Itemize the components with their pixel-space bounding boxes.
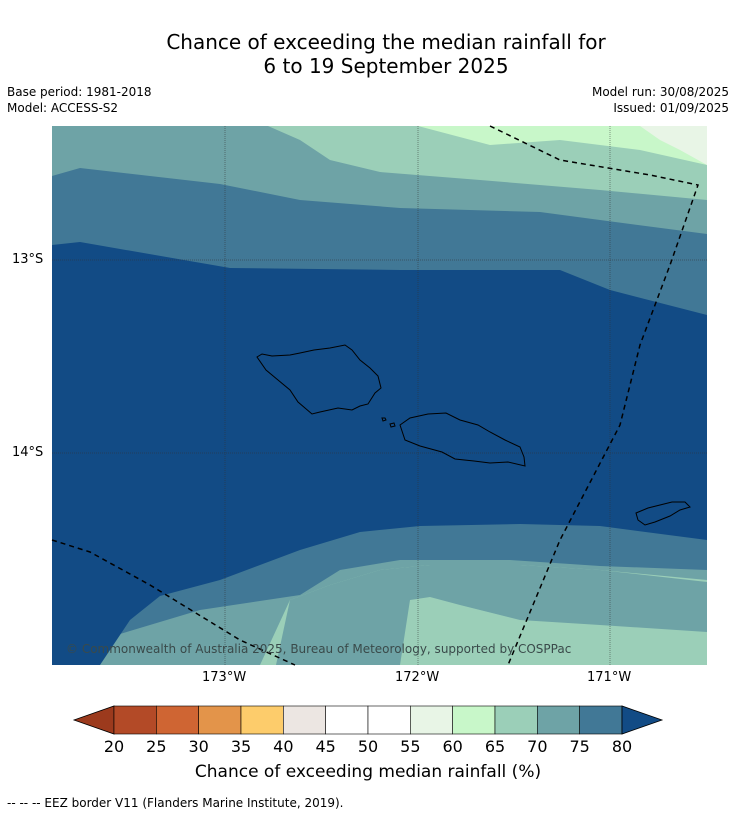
colorbar-tick-label: 70 — [527, 737, 548, 756]
meta-right: Model run: 30/08/2025 Issued: 01/09/2025 — [592, 84, 729, 116]
issued-date: Issued: 01/09/2025 — [613, 101, 729, 115]
meta-left: Base period: 1981-2018 Model: ACCESS-S2 — [7, 84, 152, 116]
island-manono — [381, 417, 387, 422]
colorbar-tick-label: 55 — [400, 737, 421, 756]
colorbar-tick-label: 40 — [273, 737, 294, 756]
title-line-1: Chance of exceeding the median rainfall … — [166, 30, 606, 54]
colorbar-tick-label: 30 — [188, 737, 209, 756]
colorbar-tick-label: 45 — [315, 737, 336, 756]
copyright-notice: © Commonwealth of Australia 2025, Bureau… — [66, 642, 572, 656]
island-upolu — [399, 412, 526, 467]
title-line-2: 6 to 19 September 2025 — [263, 54, 509, 78]
colorbar-tick-label: 80 — [611, 737, 633, 756]
colorbar-tick-label: 25 — [146, 737, 167, 756]
colorbar-tick-label: 20 — [103, 737, 125, 756]
lat-label-14s: 14°S — [12, 445, 44, 460]
colorbar-swatch — [156, 705, 199, 735]
colorbar-swatch — [579, 705, 623, 735]
colorbar-swatch — [325, 705, 369, 735]
colorbar-tick-label: 35 — [230, 737, 252, 756]
colorbar-under-arrow — [72, 705, 115, 735]
colorbar-tick-label: 60 — [442, 737, 463, 756]
lon-label-172w: 172°W — [395, 670, 440, 685]
contour-80-core — [52, 242, 707, 665]
island-savaii — [256, 344, 382, 415]
islands — [256, 344, 691, 526]
eez-footnote: -- -- -- EEZ border V11 (Flanders Marine… — [7, 796, 344, 810]
eez-north-line — [489, 125, 699, 666]
colorbar-tick-label: 50 — [357, 737, 379, 756]
colorbar-over-arrow — [621, 705, 664, 735]
colorbar-swatch — [198, 705, 242, 735]
contour-60-north — [418, 126, 707, 165]
colorbar-swatch — [537, 705, 580, 735]
contour-70-south — [276, 565, 707, 665]
colorbar-title: Chance of exceeding median rainfall (%) — [194, 762, 542, 782]
colorbar-swatch — [113, 705, 157, 735]
colorbar-tick-label: 75 — [569, 737, 590, 756]
colorbar-tick-label: 65 — [484, 737, 506, 756]
base-period: Base period: 1981-2018 — [7, 85, 152, 99]
island-apolima — [389, 422, 396, 428]
eez-border — [51, 125, 699, 666]
colorbar-swatch — [283, 705, 326, 735]
island-tutuila — [635, 501, 691, 526]
lon-label-173w: 173°W — [202, 670, 247, 685]
colorbar-swatch — [494, 705, 538, 735]
colorbar-swatch — [240, 705, 284, 735]
eez-southwest-line — [51, 539, 296, 666]
model-name: Model: ACCESS-S2 — [7, 101, 119, 115]
page-title: Chance of exceeding the median rainfall … — [0, 30, 736, 78]
model-run: Model run: 30/08/2025 — [591, 85, 729, 99]
lat-label-13s: 13°S — [12, 252, 44, 267]
colorbar-swatch — [452, 705, 496, 735]
colorbar-swatch — [367, 705, 411, 735]
contour-55-north — [640, 126, 707, 165]
map-contours — [52, 126, 707, 665]
lon-label-171w: 171°W — [587, 670, 632, 685]
colorbar — [72, 705, 664, 735]
colorbar-swatch — [410, 705, 453, 735]
